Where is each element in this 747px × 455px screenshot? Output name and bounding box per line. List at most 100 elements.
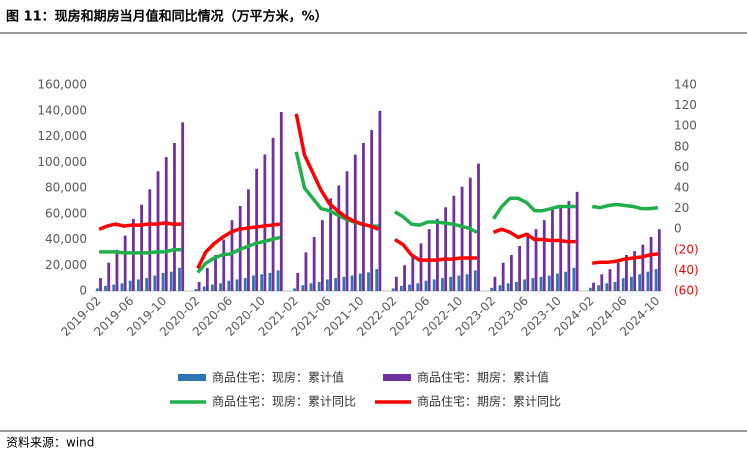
y-tick-label: 40,000 xyxy=(45,232,87,246)
bar xyxy=(588,287,592,291)
bar xyxy=(501,262,505,291)
bar xyxy=(394,276,398,291)
bar xyxy=(542,220,546,291)
bar xyxy=(148,189,152,291)
bar xyxy=(268,272,272,291)
bar xyxy=(649,236,653,291)
bar xyxy=(441,278,444,291)
legend-label: 商品住宅：现房：累计值 xyxy=(212,370,344,385)
bar xyxy=(616,262,620,291)
legend-swatch xyxy=(383,374,411,381)
bar xyxy=(131,218,135,291)
bar xyxy=(140,204,143,291)
y2-tick-label: (20) xyxy=(674,242,699,256)
bar xyxy=(107,262,111,291)
bar xyxy=(605,283,609,291)
bar xyxy=(252,275,255,291)
bar xyxy=(608,269,612,291)
bar xyxy=(99,278,102,291)
bar xyxy=(243,278,247,291)
bar xyxy=(173,142,176,291)
bar xyxy=(235,279,239,291)
bar xyxy=(350,275,354,291)
bar xyxy=(304,252,308,291)
legend-label: 商品住宅：期房：累计值 xyxy=(417,370,549,385)
bar xyxy=(358,273,362,291)
bar xyxy=(657,229,661,291)
bar xyxy=(115,249,119,291)
bar xyxy=(370,130,374,291)
bar xyxy=(490,287,494,291)
bar xyxy=(255,168,259,291)
y2-tick-label: 80 xyxy=(674,139,689,153)
bar xyxy=(526,233,530,291)
legend-label: 商品住宅：期房：累计同比 xyxy=(417,394,561,409)
line-series xyxy=(99,151,659,274)
bar xyxy=(362,142,365,291)
bar xyxy=(279,112,283,291)
bar xyxy=(296,272,300,291)
bar xyxy=(572,267,576,291)
bar xyxy=(592,282,595,291)
bar xyxy=(145,278,149,291)
bar xyxy=(293,288,296,291)
bar xyxy=(247,189,250,291)
bar xyxy=(473,270,477,291)
bar xyxy=(564,271,568,291)
line-series xyxy=(98,113,659,270)
bar xyxy=(452,195,456,291)
bar xyxy=(219,283,222,291)
bar xyxy=(276,270,280,291)
bar xyxy=(317,281,321,291)
bar xyxy=(120,283,124,291)
bar xyxy=(342,276,346,291)
bar xyxy=(128,280,132,291)
bar xyxy=(547,275,551,291)
bar xyxy=(567,200,571,291)
y2-tick-label: 20 xyxy=(674,201,689,215)
bar xyxy=(468,177,472,291)
bar xyxy=(197,281,201,291)
legend-swatch xyxy=(178,374,206,381)
bar xyxy=(625,254,628,291)
y2-tick-label: 120 xyxy=(674,98,697,112)
bar xyxy=(214,254,217,291)
bar xyxy=(416,283,420,291)
bar xyxy=(337,185,341,291)
bar xyxy=(449,276,453,291)
bar xyxy=(498,285,502,291)
bar xyxy=(375,269,379,291)
bar xyxy=(575,191,579,291)
bar xyxy=(153,275,157,291)
y2-tick-label: 0 xyxy=(674,222,682,236)
bar xyxy=(181,122,185,292)
bar xyxy=(633,251,637,291)
bar xyxy=(391,288,395,291)
bar xyxy=(556,273,559,291)
bar xyxy=(551,209,554,291)
bar xyxy=(345,171,349,291)
bar xyxy=(597,285,600,291)
bar xyxy=(112,284,116,291)
source: 资料来源：wind xyxy=(6,436,94,450)
bar xyxy=(539,276,543,291)
bar xyxy=(309,283,313,291)
y-tick-label: 80,000 xyxy=(45,181,87,195)
bar xyxy=(641,244,645,291)
bar xyxy=(169,271,173,291)
bar xyxy=(403,265,406,291)
bar xyxy=(432,279,436,291)
bar xyxy=(411,256,415,291)
y-tick-label: 120,000 xyxy=(37,129,87,143)
bar xyxy=(559,206,563,291)
y-tick-label: 20,000 xyxy=(45,258,87,272)
y2-tick-label: 100 xyxy=(674,119,697,133)
bar xyxy=(334,278,338,291)
bar xyxy=(136,279,140,291)
bar xyxy=(210,284,214,291)
bar xyxy=(444,207,448,291)
bar xyxy=(329,198,332,291)
bar xyxy=(222,239,226,291)
bar xyxy=(312,236,316,291)
